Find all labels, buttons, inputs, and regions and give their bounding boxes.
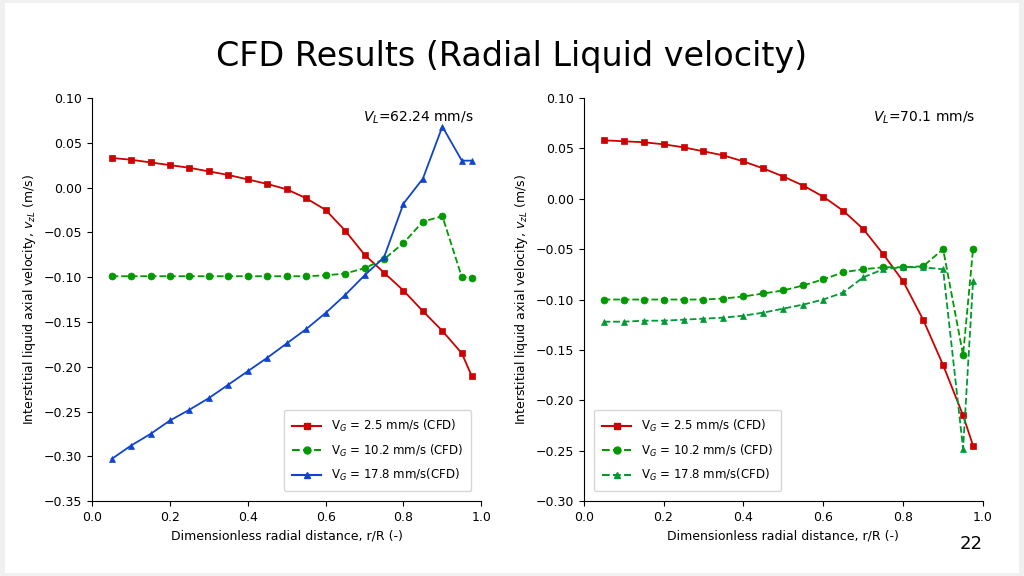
Text: CFD Results (Radial Liquid velocity): CFD Results (Radial Liquid velocity) (216, 40, 808, 73)
FancyBboxPatch shape (5, 3, 1019, 573)
Text: $V_L$=62.24 mm/s: $V_L$=62.24 mm/s (362, 110, 473, 126)
X-axis label: Dimensionless radial distance, r/R (-): Dimensionless radial distance, r/R (-) (171, 529, 402, 543)
Legend: V$_G$ = 2.5 mm/s (CFD), V$_G$ = 10.2 mm/s (CFD), V$_G$ = 17.8 mm/s(CFD): V$_G$ = 2.5 mm/s (CFD), V$_G$ = 10.2 mm/… (284, 410, 471, 491)
X-axis label: Dimensionless radial distance, r/R (-): Dimensionless radial distance, r/R (-) (668, 529, 899, 543)
Legend: V$_G$ = 2.5 mm/s (CFD), V$_G$ = 10.2 mm/s (CFD), V$_G$ = 17.8 mm/s(CFD): V$_G$ = 2.5 mm/s (CFD), V$_G$ = 10.2 mm/… (594, 410, 781, 491)
Y-axis label: Interstitial liquid axial velocity, $v_{zL}$ (m/s): Interstitial liquid axial velocity, $v_{… (22, 174, 38, 425)
Y-axis label: Interstitial liquid axial velocity, $v_{zL}$ (m/s): Interstitial liquid axial velocity, $v_{… (513, 174, 529, 425)
Text: 22: 22 (961, 535, 983, 553)
Text: $V_L$=70.1 mm/s: $V_L$=70.1 mm/s (872, 110, 975, 126)
